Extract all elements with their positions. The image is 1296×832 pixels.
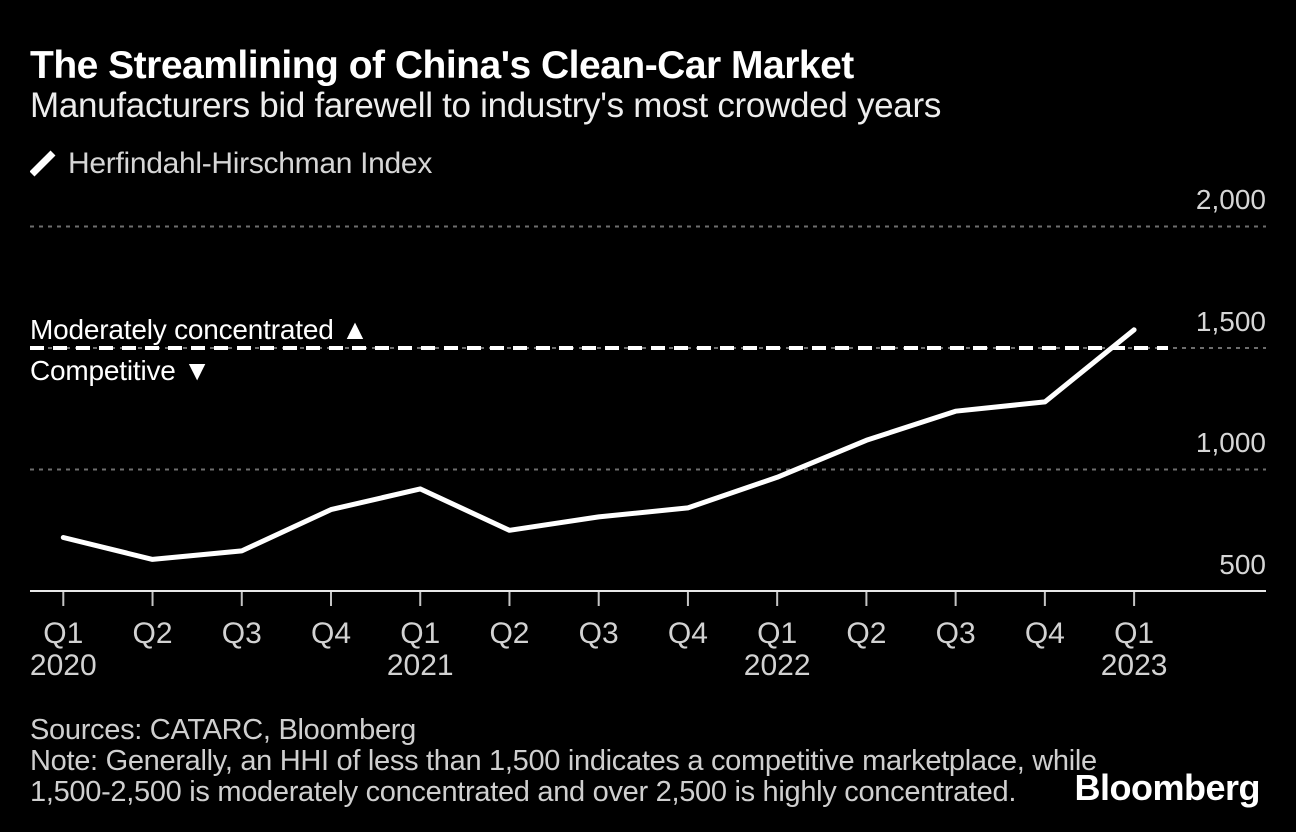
note-text-line2: 1,500-2,500 is moderately concentrated a… xyxy=(30,776,1017,808)
x-axis-label-quarter: Q1 xyxy=(43,617,84,650)
x-axis-label-quarter: Q3 xyxy=(935,617,976,650)
hhi-series-line xyxy=(60,327,1137,562)
x-axis-label-year: 2022 xyxy=(743,649,811,682)
x-axis-label-quarter: Q4 xyxy=(1024,617,1065,650)
x-axis-label-quarter: Q3 xyxy=(221,617,262,650)
y-axis-label-500: 500 xyxy=(1219,548,1266,580)
chart-subtitle: Manufacturers bid farewell to industry's… xyxy=(30,86,942,125)
x-axis-label-quarter: Q4 xyxy=(310,617,352,650)
bloomberg-logo: Bloomberg xyxy=(1074,767,1260,808)
chart-title: The Streamlining of China's Clean-Car Ma… xyxy=(30,44,854,87)
y-axis-label-1500: 1,500 xyxy=(1195,305,1266,337)
threshold-label-below: Competitive ▼ xyxy=(30,355,211,386)
note-text-line1: Note: Generally, an HHI of less than 1,5… xyxy=(30,745,1097,777)
legend-line-marker-icon xyxy=(30,150,56,177)
x-axis-label-quarter: Q1 xyxy=(757,617,798,650)
x-axis-label-quarter: Q3 xyxy=(578,617,619,650)
x-axis-label-quarter: Q2 xyxy=(132,617,173,650)
threshold-label-above: Moderately concentrated ▲ xyxy=(30,314,369,345)
x-axis-label-year: 2021 xyxy=(386,649,454,682)
y-axis-label-2000: 2,000 xyxy=(1195,184,1266,215)
x-axis-label-quarter: Q2 xyxy=(846,617,887,650)
x-axis-label-quarter: Q4 xyxy=(667,617,708,650)
x-axis-label-quarter: Q2 xyxy=(489,617,530,650)
sources-text: Sources: CATARC, Bloomberg xyxy=(30,714,416,746)
legend: Herfindahl-Hirschman Index xyxy=(30,147,433,180)
x-axis-label-quarter: Q1 xyxy=(1114,617,1155,650)
x-axis-label-year: 2020 xyxy=(29,649,97,682)
y-axis-label-1000: 1,000 xyxy=(1195,427,1266,458)
x-axis-label-quarter: Q1 xyxy=(400,617,441,650)
x-axis-label-year: 2023 xyxy=(1100,649,1168,682)
legend-label: Herfindahl-Hirschman Index xyxy=(68,147,433,180)
